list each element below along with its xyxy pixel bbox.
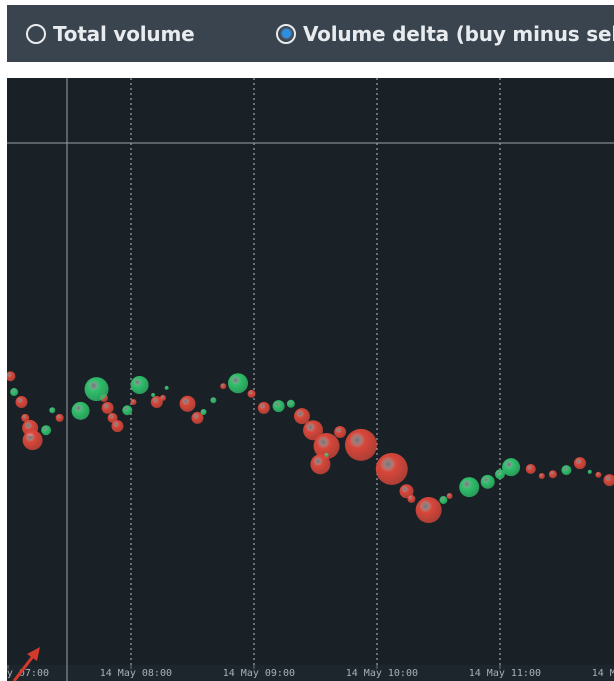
option-label: Total volume — [53, 21, 195, 46]
bubble — [548, 470, 557, 479]
bubble — [345, 428, 378, 461]
bubble — [84, 377, 109, 402]
bubble — [595, 471, 602, 478]
bubble — [303, 420, 324, 441]
bubble — [399, 484, 414, 499]
bubble — [228, 373, 249, 394]
bubble — [159, 394, 166, 401]
bubble — [71, 401, 90, 420]
bubble — [257, 401, 270, 414]
x-axis-strip — [7, 665, 614, 681]
bubble — [101, 401, 114, 414]
bubble — [324, 452, 329, 457]
x-tick-label: 14 May 09:00 — [223, 668, 295, 679]
bubble — [495, 469, 505, 480]
bubble — [561, 465, 572, 476]
volume-delta-option[interactable]: Volume delta (buy minus sell) — [276, 5, 614, 62]
annotation-arrowhead — [27, 647, 40, 661]
plot-background — [7, 78, 614, 681]
bubble — [55, 413, 64, 422]
bubble — [272, 400, 285, 413]
bubble — [220, 383, 227, 390]
bubble — [179, 395, 196, 412]
bubble — [130, 376, 149, 395]
bubble — [15, 396, 28, 409]
bubble — [21, 413, 30, 422]
bubble — [587, 469, 592, 474]
bubble — [334, 425, 347, 438]
option-label: Volume delta (buy minus sell) — [303, 21, 614, 46]
bubble — [439, 496, 448, 505]
bubble — [150, 396, 163, 409]
bubble — [200, 409, 207, 416]
bubble — [407, 494, 416, 503]
bubble — [7, 371, 16, 382]
bubble — [10, 388, 19, 397]
bubble — [459, 477, 480, 498]
bubble — [210, 397, 217, 404]
bubble — [111, 420, 124, 433]
radio[interactable] — [26, 23, 46, 44]
plot: 14 May 07:00 14 May 08:00 14 May 09:00 14 M… — [0, 78, 614, 681]
bubble — [286, 399, 295, 408]
bubble — [502, 458, 521, 477]
bubble — [538, 472, 545, 479]
bubble — [415, 497, 442, 524]
bubble — [130, 399, 137, 406]
x-tick-label: 14 May 07:00 — [0, 668, 49, 679]
x-tick-label: 14 May 11:00 — [469, 668, 541, 679]
x-tick-label: 14 May 10:00 — [346, 668, 418, 679]
bubble — [480, 474, 495, 489]
bubble — [107, 412, 118, 423]
x-tick-label: 14 May 08:00 — [100, 668, 172, 679]
bubble — [293, 408, 310, 425]
bubble — [446, 492, 453, 499]
bubble — [49, 407, 56, 414]
bubble — [603, 474, 614, 487]
radio-dot — [281, 29, 291, 38]
bubble — [310, 454, 331, 475]
bubble — [375, 452, 408, 485]
x-tick-label: 14 May 12:00 — [592, 668, 614, 679]
bubble — [313, 433, 340, 460]
bubble — [573, 457, 586, 470]
total-volume-option[interactable]: Total volume — [26, 5, 195, 62]
view-options: Total volume Volume delta (buy minus sel… — [7, 5, 614, 62]
bubble — [22, 430, 43, 451]
bubble — [247, 389, 256, 398]
radio[interactable] — [276, 23, 296, 44]
bubble — [164, 385, 169, 390]
bubble — [151, 392, 156, 397]
bubble — [525, 463, 536, 474]
bubble — [41, 425, 52, 436]
annotation-arrow — [12, 654, 36, 681]
bubble — [191, 411, 204, 424]
bubble — [122, 405, 133, 416]
